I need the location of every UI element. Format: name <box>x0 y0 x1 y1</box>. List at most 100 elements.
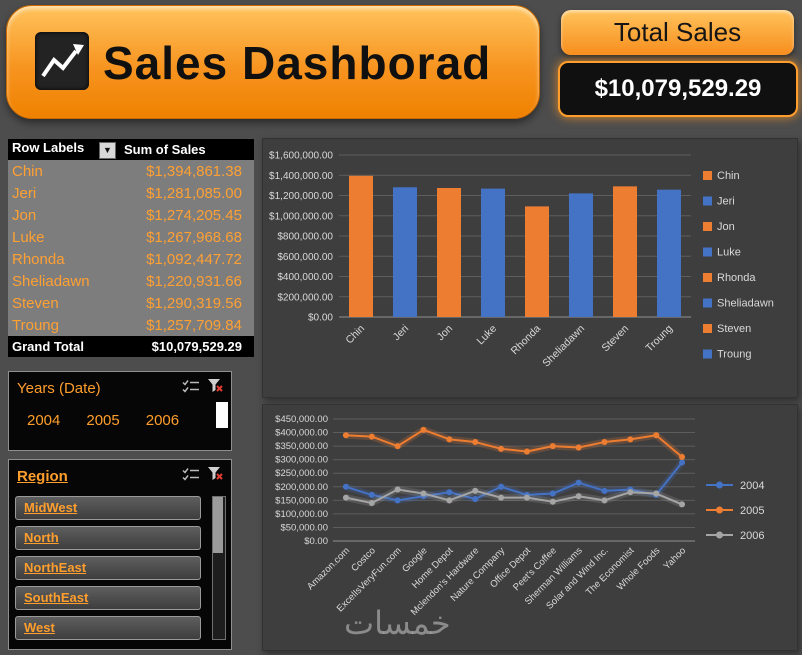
sales-by-person-bar-chart[interactable]: $0.00 $200,000.00 $400,000.00 $600,000.00 $8… <box>262 138 798 398</box>
data-point <box>523 494 530 501</box>
legend-label: Troung <box>717 349 751 361</box>
pivot-row-value[interactable]: $1,257,709.84 <box>120 314 254 336</box>
pivot-row-value[interactable]: $1,274,205.45 <box>120 204 254 226</box>
total-sales-label: Total Sales <box>561 10 794 55</box>
x-axis-tick-label: Amazon.com <box>305 545 352 592</box>
data-point <box>394 443 401 450</box>
pivot-row: Jon $1,274,205.45 <box>8 204 254 226</box>
pivot-row-label[interactable]: Sheliadawn <box>8 270 120 292</box>
pivot-row-value[interactable]: $1,394,861.38 <box>120 160 254 182</box>
series-line-2006 <box>345 488 683 506</box>
pivot-row: Luke $1,267,968.68 <box>8 226 254 248</box>
legend-marker <box>716 481 723 489</box>
region-slicer-item-northeast[interactable]: NorthEast <box>15 556 201 580</box>
data-point <box>575 493 582 500</box>
pivot-row-value[interactable]: $1,220,931.66 <box>120 270 254 292</box>
data-point <box>498 445 505 452</box>
data-point <box>549 443 556 450</box>
multiselect-icon[interactable] <box>182 467 200 486</box>
y-axis-tick-label: $250,000.00 <box>275 468 328 479</box>
bar-Chin <box>349 175 373 317</box>
region-slicer-scrollbar-thumb[interactable] <box>213 497 223 553</box>
x-axis-tick-label: Luke <box>475 323 500 348</box>
y-axis-tick-label: $1,600,000.00 <box>269 151 333 162</box>
row-labels-filter-dropdown-icon[interactable]: ▼ <box>99 142 116 159</box>
data-point <box>498 494 505 501</box>
data-point <box>575 479 582 486</box>
pivot-row-label[interactable]: Luke <box>8 226 120 248</box>
legend-swatch <box>703 324 712 333</box>
data-point <box>472 487 479 494</box>
grand-total-value[interactable]: $10,079,529.29 <box>120 336 254 357</box>
pivot-row-label[interactable]: Jeri <box>8 182 120 204</box>
pivot-row: Troung $1,257,709.84 <box>8 314 254 336</box>
bar-Jon <box>437 187 461 317</box>
y-axis-tick-label: $1,200,000.00 <box>269 191 333 202</box>
legend-label: 2005 <box>740 505 764 517</box>
y-axis-tick-label: $1,000,000.00 <box>269 211 333 222</box>
year-slicer-item-2005[interactable]: 2005 <box>86 412 120 429</box>
pivot-row-label[interactable]: Steven <box>8 292 120 314</box>
years-slicer-scrollbar-thumb[interactable] <box>216 402 228 428</box>
pivot-row-label[interactable]: Troung <box>8 314 120 336</box>
region-slicer-item-midwest[interactable]: MidWest <box>15 496 201 520</box>
bar-Steven <box>613 186 637 317</box>
y-axis-tick-label: $1,400,000.00 <box>269 171 333 182</box>
pivot-row-label[interactable]: Rhonda <box>8 248 120 270</box>
data-point <box>394 497 401 504</box>
pivot-row: Jeri $1,281,085.00 <box>8 182 254 204</box>
clear-filter-icon[interactable] <box>207 466 223 486</box>
y-axis-tick-label: $400,000.00 <box>277 272 333 283</box>
year-slicer-item-2006[interactable]: 2006 <box>145 412 180 429</box>
series-line-2004 <box>345 461 683 502</box>
line-chart-icon <box>35 32 89 90</box>
bar-Luke <box>481 188 505 317</box>
data-point <box>679 453 686 460</box>
series-glow-2005 <box>345 426 685 460</box>
region-slicer: Region <box>8 459 232 650</box>
pivot-header-sum-of-sales[interactable]: Sum of Sales <box>120 139 254 160</box>
legend-marker <box>716 506 723 514</box>
region-slicer-item-southeast[interactable]: SouthEast <box>15 586 201 610</box>
pivot-row-label[interactable]: Jon <box>8 204 120 226</box>
legend-label: Steven <box>717 323 751 335</box>
x-axis-tick-label: Jon <box>435 323 456 344</box>
pivot-row-value[interactable]: $1,267,968.68 <box>120 226 254 248</box>
pivot-row-value[interactable]: $1,290,319.56 <box>120 292 254 314</box>
year-slicer-item-2004[interactable]: 2004 <box>27 412 61 429</box>
pivot-row-value[interactable]: $1,281,085.00 <box>120 182 254 204</box>
legend-swatch <box>703 273 712 282</box>
legend-label: Jeri <box>717 196 735 208</box>
pivot-row-label[interactable]: Chin <box>8 160 120 182</box>
watermark: خمسات <box>344 604 451 642</box>
data-point <box>575 444 582 451</box>
data-point <box>368 500 375 507</box>
data-point <box>394 486 401 493</box>
data-point <box>653 432 660 439</box>
y-axis-tick-label: $800,000.00 <box>277 232 333 243</box>
legend-swatch <box>703 247 712 257</box>
region-slicer-item-north[interactable]: North <box>15 526 201 550</box>
pivot-header-row-labels[interactable]: Row Labels ▼ <box>8 139 120 160</box>
clear-filter-icon[interactable] <box>207 378 223 398</box>
x-axis-tick-label: Troung <box>643 323 675 355</box>
bar-Sheliadawn <box>569 193 593 317</box>
pivot-table: Row Labels ▼ Sum of Sales Chin $1,394,861… <box>8 139 254 357</box>
y-axis-tick-label: $600,000.00 <box>277 252 333 263</box>
region-slicer-scrollbar[interactable] <box>212 496 226 640</box>
bar-chart-canvas: $0.00 $200,000.00 $400,000.00 $600,000.00 $8… <box>269 151 774 370</box>
data-point <box>549 498 556 505</box>
data-point <box>446 489 453 496</box>
data-point <box>498 483 505 490</box>
region-slicer-item-west[interactable]: West <box>15 616 201 640</box>
multiselect-icon[interactable] <box>182 379 200 398</box>
x-axis-tick-label: Sheliadawn <box>540 323 587 370</box>
data-point <box>679 501 686 508</box>
sales-by-company-line-chart[interactable]: $0.00 $50,000.00 $100,000.00 $150,000.00 $20… <box>262 404 798 651</box>
years-slicer-title: Years (Date) <box>17 379 101 397</box>
y-axis-tick-label: $50,000.00 <box>280 522 328 533</box>
pivot-row-value[interactable]: $1,092,447.72 <box>120 248 254 270</box>
grand-total-label[interactable]: Grand Total <box>8 336 120 357</box>
y-axis-tick-label: $450,000.00 <box>275 414 328 425</box>
years-slicer-items: 2004 2005 2006 <box>9 400 231 429</box>
